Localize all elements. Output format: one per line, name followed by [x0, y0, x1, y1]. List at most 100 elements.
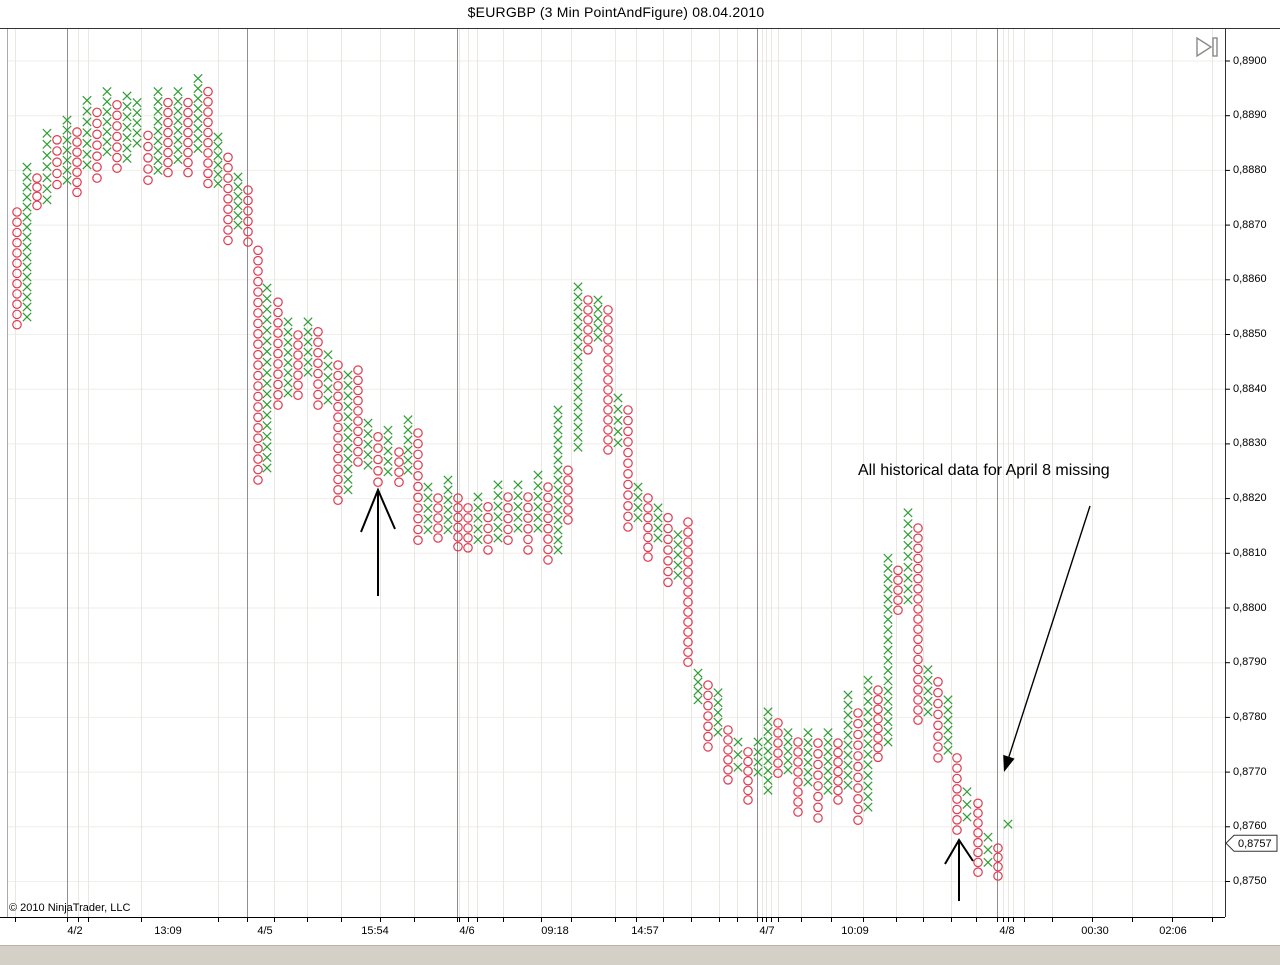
pnf-o-glyph: [873, 685, 883, 695]
pnf-x-glyph: [62, 175, 72, 185]
pnf-o-glyph: [413, 535, 423, 545]
pnf-o-glyph: [273, 348, 283, 359]
pnf-x-glyph: [262, 293, 272, 304]
pnf-x-glyph: [763, 765, 773, 776]
pnf-x-glyph: [863, 749, 873, 759]
pnf-x-glyph: [573, 312, 583, 322]
pnf-x-glyph: [42, 173, 52, 183]
pnf-x-glyph: [153, 155, 163, 166]
pnf-x-glyph: [363, 418, 373, 428]
pnf-x-glyph: [262, 315, 272, 325]
pnf-o-glyph: [893, 605, 903, 615]
pnf-x-glyph: [863, 760, 873, 770]
pnf-x-glyph: [443, 505, 453, 515]
pnf-x-glyph: [553, 545, 563, 555]
pnf-o-glyph: [273, 307, 283, 318]
pnf-o-glyph: [253, 276, 263, 287]
pnf-o-glyph: [743, 795, 753, 805]
pnf-o-glyph: [563, 515, 573, 525]
pnf-o-glyph: [333, 391, 343, 402]
pnf-o-glyph: [933, 731, 943, 741]
pnf-o-glyph: [413, 481, 423, 492]
pnf-o-glyph: [143, 164, 153, 174]
pnf-x-glyph: [153, 136, 163, 146]
pnf-x-glyph: [983, 832, 993, 842]
pnf-o-glyph: [52, 157, 62, 167]
pnf-x-glyph: [763, 756, 773, 766]
pnf-o-glyph: [453, 502, 463, 513]
pnf-o-glyph: [853, 772, 863, 783]
pnf-o-glyph: [243, 226, 253, 237]
pnf-x-glyph: [1003, 819, 1013, 829]
pnf-o-glyph: [773, 748, 783, 758]
pnf-x-glyph: [883, 676, 893, 686]
pnf-o-glyph: [773, 738, 783, 748]
pnf-o-glyph: [563, 505, 573, 515]
pnf-x-glyph: [122, 101, 132, 112]
pnf-o-glyph: [623, 500, 633, 511]
pnf-o-glyph: [293, 340, 303, 350]
pnf-x-glyph: [593, 304, 603, 314]
pnf-o-glyph: [913, 644, 923, 655]
pnf-x-glyph: [343, 432, 353, 443]
pnf-x-glyph: [713, 688, 723, 698]
pnf-x-glyph: [573, 402, 583, 412]
pnf-o-glyph: [413, 503, 423, 513]
pnf-o-glyph: [952, 794, 962, 804]
pnf-o-glyph: [813, 813, 823, 823]
price-marker-box: [1225, 834, 1278, 852]
pnf-x-glyph: [62, 135, 72, 145]
pnf-o-glyph: [873, 733, 883, 743]
pnf-o-glyph: [273, 400, 283, 410]
pnf-x-glyph: [303, 317, 313, 327]
pnf-x-glyph: [783, 765, 793, 775]
pnf-x-glyph: [713, 697, 723, 708]
pnf-o-glyph: [583, 305, 593, 315]
pnf-x-glyph: [82, 117, 92, 127]
pnf-x-glyph: [283, 327, 293, 337]
pnf-o-glyph: [313, 379, 323, 389]
pnf-x-glyph: [323, 350, 333, 360]
pnf-o-glyph: [643, 532, 653, 543]
pnf-x-glyph: [613, 393, 623, 403]
pnf-o-glyph: [333, 370, 343, 381]
pnf-x-glyph: [262, 442, 272, 452]
pnf-x-glyph: [943, 705, 953, 715]
pnf-o-glyph: [92, 140, 102, 150]
pnf-o-glyph: [163, 157, 173, 168]
pnf-o-glyph: [453, 522, 463, 533]
pnf-o-glyph: [523, 513, 533, 523]
pnf-x-glyph: [283, 347, 293, 358]
pnf-o-glyph: [933, 687, 943, 698]
pnf-x-glyph: [903, 551, 913, 561]
pnf-o-glyph: [543, 555, 553, 565]
pnf-o-glyph: [913, 695, 923, 705]
pnf-x-glyph: [343, 453, 353, 464]
pnf-o-glyph: [703, 711, 713, 721]
pnf-x-glyph: [803, 747, 813, 758]
pnf-o-glyph: [413, 513, 423, 524]
pnf-x-glyph: [262, 452, 272, 463]
pnf-o-glyph: [893, 575, 903, 585]
pnf-x-glyph: [22, 242, 32, 252]
pnf-x-glyph: [673, 540, 683, 550]
pnf-x-glyph: [233, 181, 243, 192]
pnf-x-glyph: [803, 737, 813, 748]
pnf-o-glyph: [52, 146, 62, 156]
pnf-o-glyph: [603, 395, 613, 405]
pnf-o-glyph: [293, 380, 303, 390]
pnf-o-glyph: [273, 369, 283, 379]
pnf-x-glyph: [553, 465, 563, 475]
pnf-x-glyph: [883, 727, 893, 737]
pnf-o-glyph: [413, 524, 423, 535]
pnf-x-glyph: [673, 560, 683, 570]
pnf-o-glyph: [703, 680, 713, 690]
pnf-o-glyph: [253, 475, 263, 485]
pnf-o-glyph: [112, 110, 122, 121]
step-forward-icon[interactable]: [1196, 36, 1218, 58]
pnf-x-glyph: [553, 455, 563, 465]
pnf-x-glyph: [82, 106, 92, 116]
pnf-o-glyph: [543, 534, 553, 544]
pnf-x-glyph: [122, 112, 132, 122]
